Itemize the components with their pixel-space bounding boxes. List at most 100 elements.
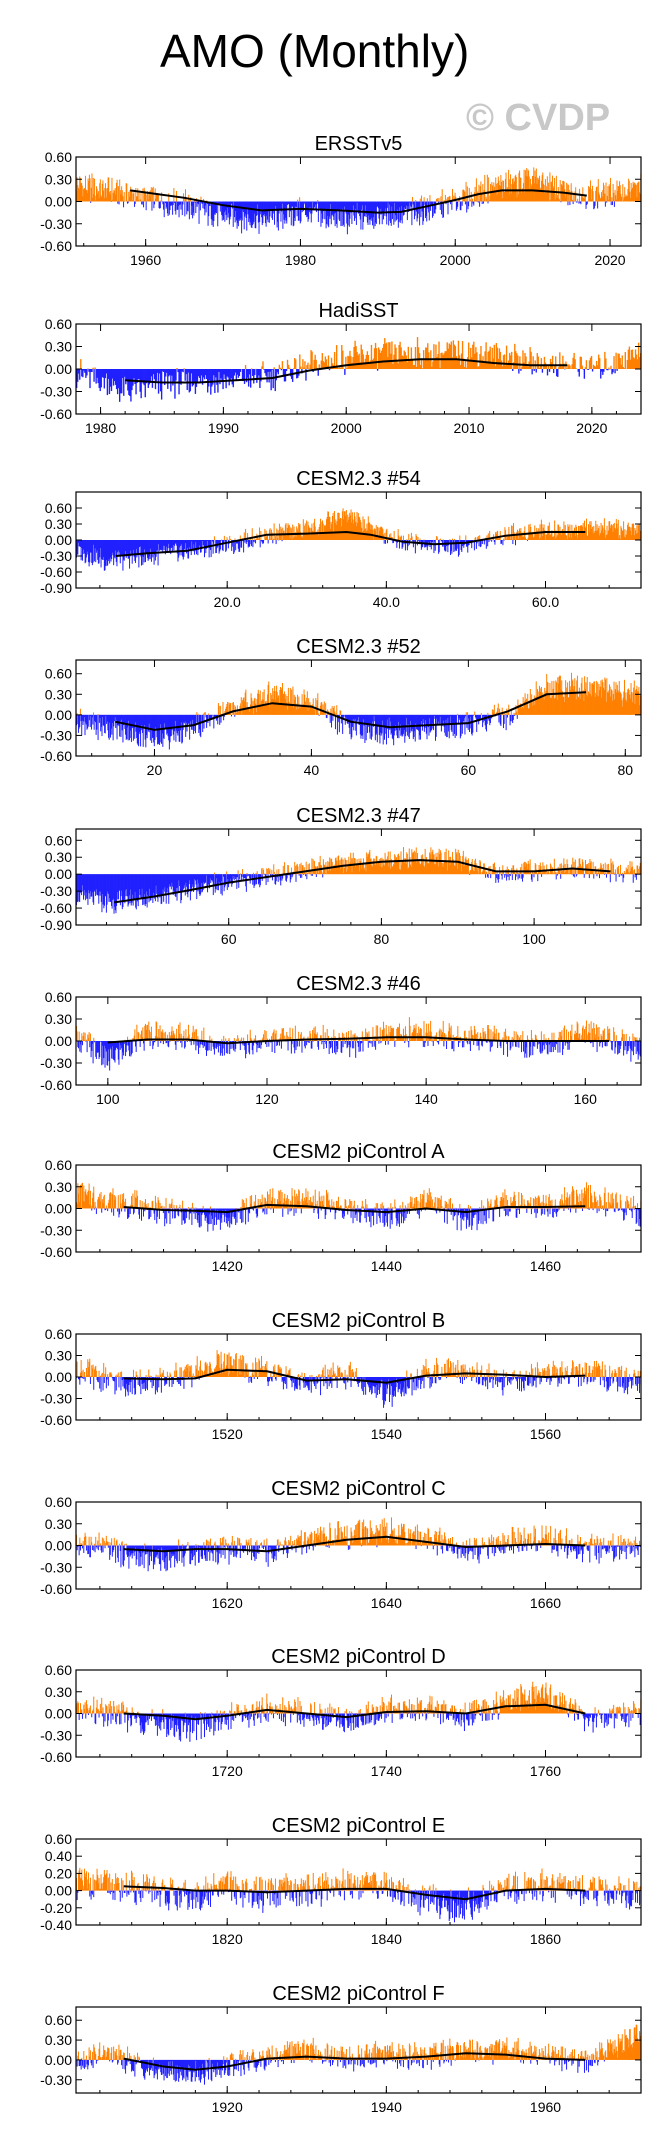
anomaly-bar [580,356,582,369]
anomaly-bar [192,1025,194,1041]
anomaly-bar [456,540,458,549]
y-tick-label: -0.30 [40,384,72,400]
anomaly-bar [163,1032,165,1041]
anomaly-bar [208,201,210,217]
anomaly-bar [577,696,579,715]
anomaly-bar [400,201,402,221]
anomaly-bar [213,536,215,540]
anomaly-bar [357,1041,359,1043]
anomaly-bar [98,369,100,388]
anomaly-bar [386,342,388,369]
anomaly-bar [367,1041,369,1048]
anomaly-bar [532,1041,534,1056]
anomaly-bar [457,340,460,369]
anomaly-bar [97,540,99,564]
anomaly-bar [215,369,217,378]
anomaly-bar [139,874,141,896]
anomaly-bar [439,539,441,540]
anomaly-bar [101,874,103,913]
anomaly-bar [407,540,409,547]
x-tick-label: 1980 [285,252,316,268]
anomaly-bar [222,874,224,877]
anomaly-bar [511,874,513,880]
anomaly-bar [324,872,326,875]
anomaly-bar [286,874,288,879]
anomaly-bar [123,540,125,561]
anomaly-bar [179,714,181,731]
anomaly-bar [537,689,539,715]
anomaly-bar [158,874,160,897]
anomaly-bar [321,709,323,715]
anomaly-bar [486,199,488,202]
anomaly-bar [596,874,598,877]
anomaly-bar [509,194,511,202]
anomaly-bar [160,874,162,905]
anomaly-bar [272,874,274,876]
anomaly-bar [323,201,325,210]
anomaly-bar [472,344,474,369]
anomaly-bar [477,537,479,540]
anomaly-bar [279,689,281,715]
anomaly-bar [555,194,557,202]
anomaly-bar [510,714,512,722]
anomaly-bar [137,1031,139,1041]
anomaly-bar [471,1030,473,1041]
anomaly-bar [76,713,78,715]
anomaly-bar [102,540,104,560]
anomaly-bar [455,540,457,550]
anomaly-bar [251,705,253,715]
anomaly-bar [546,864,548,875]
anomaly-bar [501,874,503,876]
anomaly-bar [258,369,260,376]
anomaly-bar [446,861,448,875]
anomaly-bar [634,528,636,540]
anomaly-bar [85,189,87,202]
anomaly-bar [199,369,202,382]
anomaly-bar [261,700,263,715]
anomaly-bar [211,369,213,387]
anomaly-bar [610,689,612,715]
anomaly-bar [160,714,162,725]
anomaly-bar [159,874,161,895]
anomaly-bar [607,530,609,540]
anomaly-bar [238,711,240,715]
anomaly-bar [333,351,336,369]
anomaly-bar [486,872,488,875]
anomaly-bar [621,355,623,369]
anomaly-bar [240,697,242,715]
anomaly-bar [607,186,609,202]
anomaly-bar [507,190,509,202]
anomaly-bar [142,540,144,557]
anomaly-bar [394,714,396,732]
anomaly-bar [587,524,589,540]
anomaly-bar [299,874,301,878]
anomaly-bar [518,874,520,879]
anomaly-bar [142,714,144,747]
anomaly-bar [583,198,585,202]
anomaly-bar [79,1041,81,1045]
anomaly-bar [504,713,506,715]
anomaly-bar [220,714,222,723]
anomaly-bar [580,683,582,715]
anomaly-bar [364,201,366,217]
anomaly-bar [492,190,494,202]
anomaly-bar [219,369,221,385]
anomaly-bar [614,689,616,715]
anomaly-bar [78,189,80,202]
anomaly-bar [177,874,179,893]
anomaly-bar [274,536,276,540]
anomaly-bar [308,1041,310,1043]
anomaly-bar [392,863,394,875]
anomaly-bar [385,714,387,729]
anomaly-bar [417,861,419,875]
anomaly-bar [239,201,241,221]
anomaly-bar [362,858,364,875]
anomaly-bar [622,367,624,369]
anomaly-bar [397,853,399,875]
anomaly-bar [339,367,341,369]
anomaly-bar [476,868,478,875]
anomaly-bar [454,192,456,202]
anomaly-bar [402,356,404,369]
anomaly-bar [105,183,107,202]
anomaly-bar [168,201,170,215]
